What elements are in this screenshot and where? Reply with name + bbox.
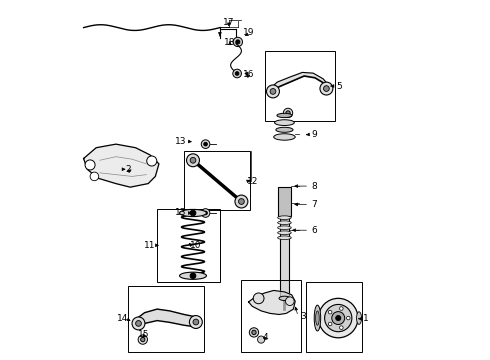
Text: 3: 3: [300, 312, 306, 321]
Text: 17: 17: [223, 18, 235, 27]
Text: 11: 11: [144, 241, 155, 250]
Circle shape: [85, 160, 95, 170]
Ellipse shape: [278, 221, 291, 225]
Text: 18: 18: [224, 38, 236, 47]
Circle shape: [328, 310, 332, 314]
Bar: [184, 151, 250, 211]
Circle shape: [283, 108, 293, 118]
Circle shape: [286, 297, 294, 306]
Bar: [128, 286, 204, 352]
Ellipse shape: [278, 216, 291, 220]
Circle shape: [147, 156, 157, 166]
Text: 9: 9: [311, 130, 317, 139]
Ellipse shape: [314, 305, 320, 331]
Text: 13: 13: [175, 208, 187, 217]
Circle shape: [328, 322, 332, 326]
Ellipse shape: [274, 120, 294, 126]
Ellipse shape: [357, 312, 362, 324]
Circle shape: [190, 157, 196, 163]
Circle shape: [236, 40, 240, 44]
Circle shape: [193, 319, 199, 325]
Text: 16: 16: [243, 71, 254, 80]
Circle shape: [138, 335, 147, 344]
Circle shape: [332, 312, 344, 324]
Circle shape: [320, 82, 333, 95]
Text: 5: 5: [336, 82, 342, 91]
Ellipse shape: [179, 210, 206, 217]
Circle shape: [239, 199, 245, 204]
Text: 15: 15: [138, 330, 149, 339]
Circle shape: [201, 209, 210, 217]
Circle shape: [340, 326, 343, 329]
Circle shape: [187, 154, 199, 167]
Circle shape: [233, 69, 242, 78]
Bar: [278, 187, 291, 216]
Circle shape: [201, 140, 210, 148]
Polygon shape: [270, 72, 329, 94]
Text: 19: 19: [243, 28, 254, 37]
Circle shape: [267, 85, 279, 98]
Ellipse shape: [278, 236, 291, 239]
Circle shape: [190, 273, 196, 279]
Polygon shape: [84, 144, 159, 187]
Bar: [280, 218, 289, 297]
Bar: [265, 51, 335, 121]
Bar: [306, 282, 362, 352]
Ellipse shape: [316, 311, 319, 325]
Text: 4: 4: [263, 333, 269, 342]
Text: 1: 1: [364, 314, 369, 323]
Bar: [242, 280, 300, 352]
Text: 13: 13: [175, 137, 187, 146]
Bar: [157, 209, 220, 282]
Ellipse shape: [179, 272, 206, 279]
Ellipse shape: [277, 113, 292, 118]
Ellipse shape: [278, 226, 291, 229]
Circle shape: [233, 37, 243, 46]
Circle shape: [286, 111, 290, 115]
Circle shape: [323, 86, 329, 91]
Text: 7: 7: [311, 200, 317, 209]
Circle shape: [190, 210, 196, 216]
Ellipse shape: [274, 134, 295, 140]
Text: 12: 12: [247, 176, 259, 185]
Circle shape: [340, 307, 343, 310]
Circle shape: [190, 316, 202, 328]
Ellipse shape: [278, 231, 291, 234]
Polygon shape: [137, 309, 196, 329]
Circle shape: [132, 317, 145, 330]
Text: 10: 10: [190, 241, 201, 250]
Circle shape: [324, 305, 352, 332]
Circle shape: [252, 330, 256, 334]
Circle shape: [346, 316, 350, 320]
Circle shape: [253, 293, 264, 304]
Circle shape: [235, 72, 239, 75]
Circle shape: [141, 337, 145, 342]
Circle shape: [136, 320, 141, 326]
Text: 6: 6: [311, 226, 317, 235]
Circle shape: [270, 89, 276, 94]
Circle shape: [318, 298, 358, 338]
Polygon shape: [248, 291, 295, 315]
Ellipse shape: [279, 296, 290, 301]
Circle shape: [235, 195, 248, 208]
Text: 2: 2: [125, 166, 131, 175]
Circle shape: [249, 328, 259, 337]
Circle shape: [204, 142, 207, 146]
Circle shape: [204, 211, 207, 215]
Circle shape: [258, 336, 265, 343]
Circle shape: [90, 172, 98, 181]
Circle shape: [336, 316, 341, 320]
Text: 14: 14: [117, 314, 128, 323]
Text: 8: 8: [311, 181, 317, 190]
Ellipse shape: [276, 127, 293, 132]
